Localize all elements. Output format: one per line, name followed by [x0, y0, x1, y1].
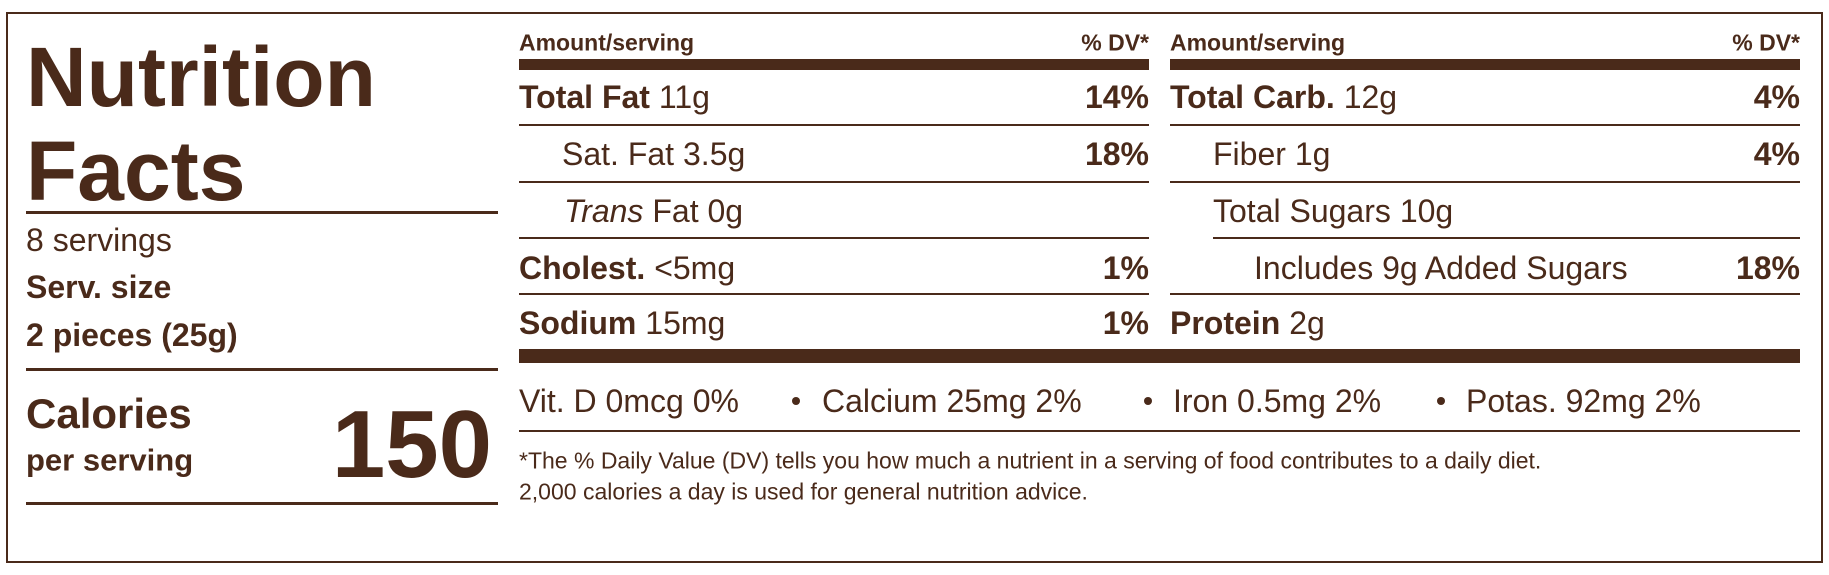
rule — [519, 237, 1149, 239]
dv: 4% — [1753, 79, 1800, 115]
vitamin: Calcium 25mg 2% — [822, 383, 1082, 419]
row: Sodium 15mg — [519, 307, 725, 339]
rule — [1170, 181, 1800, 183]
nutrient: Total Sugars — [1213, 193, 1391, 229]
servings: 8 servings — [26, 222, 172, 258]
row: Trans Fat 0g — [564, 195, 743, 227]
serving-size: 2 pieces (25g) — [26, 317, 238, 353]
thick-bar — [519, 59, 1149, 70]
border — [6, 12, 1823, 563]
row: Total Fat 11g — [519, 81, 710, 113]
serving-size-label: Serv. size — [26, 269, 172, 305]
header-amount: Amount/serving — [1170, 29, 1346, 56]
dv: 4% — [1753, 136, 1800, 172]
nutrient: Sat. Fat — [562, 136, 675, 172]
rule — [519, 293, 1149, 295]
thick-bar — [1170, 59, 1800, 70]
amount: 1g — [1294, 136, 1331, 172]
dv: 18% — [1084, 136, 1149, 172]
row: Protein 2g — [1170, 307, 1325, 339]
dv: 1% — [1102, 305, 1149, 341]
thick-bar — [519, 349, 1800, 363]
row: Fiber 1g — [1213, 138, 1330, 170]
header-dv: % DV* — [1081, 29, 1149, 56]
amount: 2g — [1289, 305, 1325, 341]
amount: 15mg — [645, 305, 726, 341]
separator — [1144, 397, 1152, 405]
rule — [26, 502, 498, 505]
header-dv: % DV* — [1732, 29, 1800, 56]
amount: Fat 0g — [652, 193, 744, 229]
footnote: 2,000 calories a day is used for general… — [519, 478, 1088, 505]
nutrient: Sodium — [519, 305, 637, 341]
calories-sub: per serving — [26, 442, 194, 478]
vitamin: Vit. D 0mcg 0% — [519, 383, 739, 419]
nutrient: Includes 9g Added Sugars — [1254, 250, 1628, 286]
nutrient: Total Carb. — [1170, 79, 1335, 115]
rule — [519, 124, 1149, 126]
rule — [1213, 237, 1800, 239]
nutrient: Cholest. — [519, 250, 646, 286]
vitamin: Potas. 92mg 2% — [1466, 383, 1701, 419]
rule — [26, 211, 498, 214]
nutrient: Fiber — [1213, 136, 1286, 172]
amount: <5mg — [654, 250, 736, 286]
amount: 10g — [1399, 193, 1454, 229]
rule — [519, 181, 1149, 183]
row: Includes 9g Added Sugars — [1254, 252, 1628, 284]
row: Sat. Fat 3.5g — [562, 138, 745, 170]
rule — [26, 368, 498, 371]
rule — [1170, 124, 1800, 126]
rule — [519, 430, 1800, 432]
separator — [792, 397, 800, 405]
nutrient: Total Fat — [519, 79, 650, 115]
footnote: *The % Daily Value (DV) tells you how mu… — [519, 447, 1542, 474]
row: Total Sugars 10g — [1213, 195, 1453, 227]
nutrient: Protein — [1170, 305, 1281, 341]
title: Nutrition Facts — [26, 30, 376, 218]
header-amount: Amount/serving — [519, 29, 695, 56]
amount: 3.5g — [683, 136, 746, 172]
row: Total Carb. 12g — [1170, 81, 1397, 113]
dv: 18% — [1735, 250, 1800, 286]
separator — [1437, 397, 1445, 405]
vitamin: Iron 0.5mg 2% — [1173, 383, 1382, 419]
dv: 1% — [1102, 250, 1149, 286]
dv: 14% — [1084, 79, 1149, 115]
calories: 150 — [331, 391, 492, 498]
nutrient: Trans — [564, 193, 644, 229]
calories-label: Calories — [26, 390, 192, 437]
row: Cholest. <5mg — [519, 252, 735, 284]
amount: 12g — [1343, 79, 1398, 115]
rule — [1170, 293, 1800, 295]
amount: 11g — [658, 79, 710, 115]
